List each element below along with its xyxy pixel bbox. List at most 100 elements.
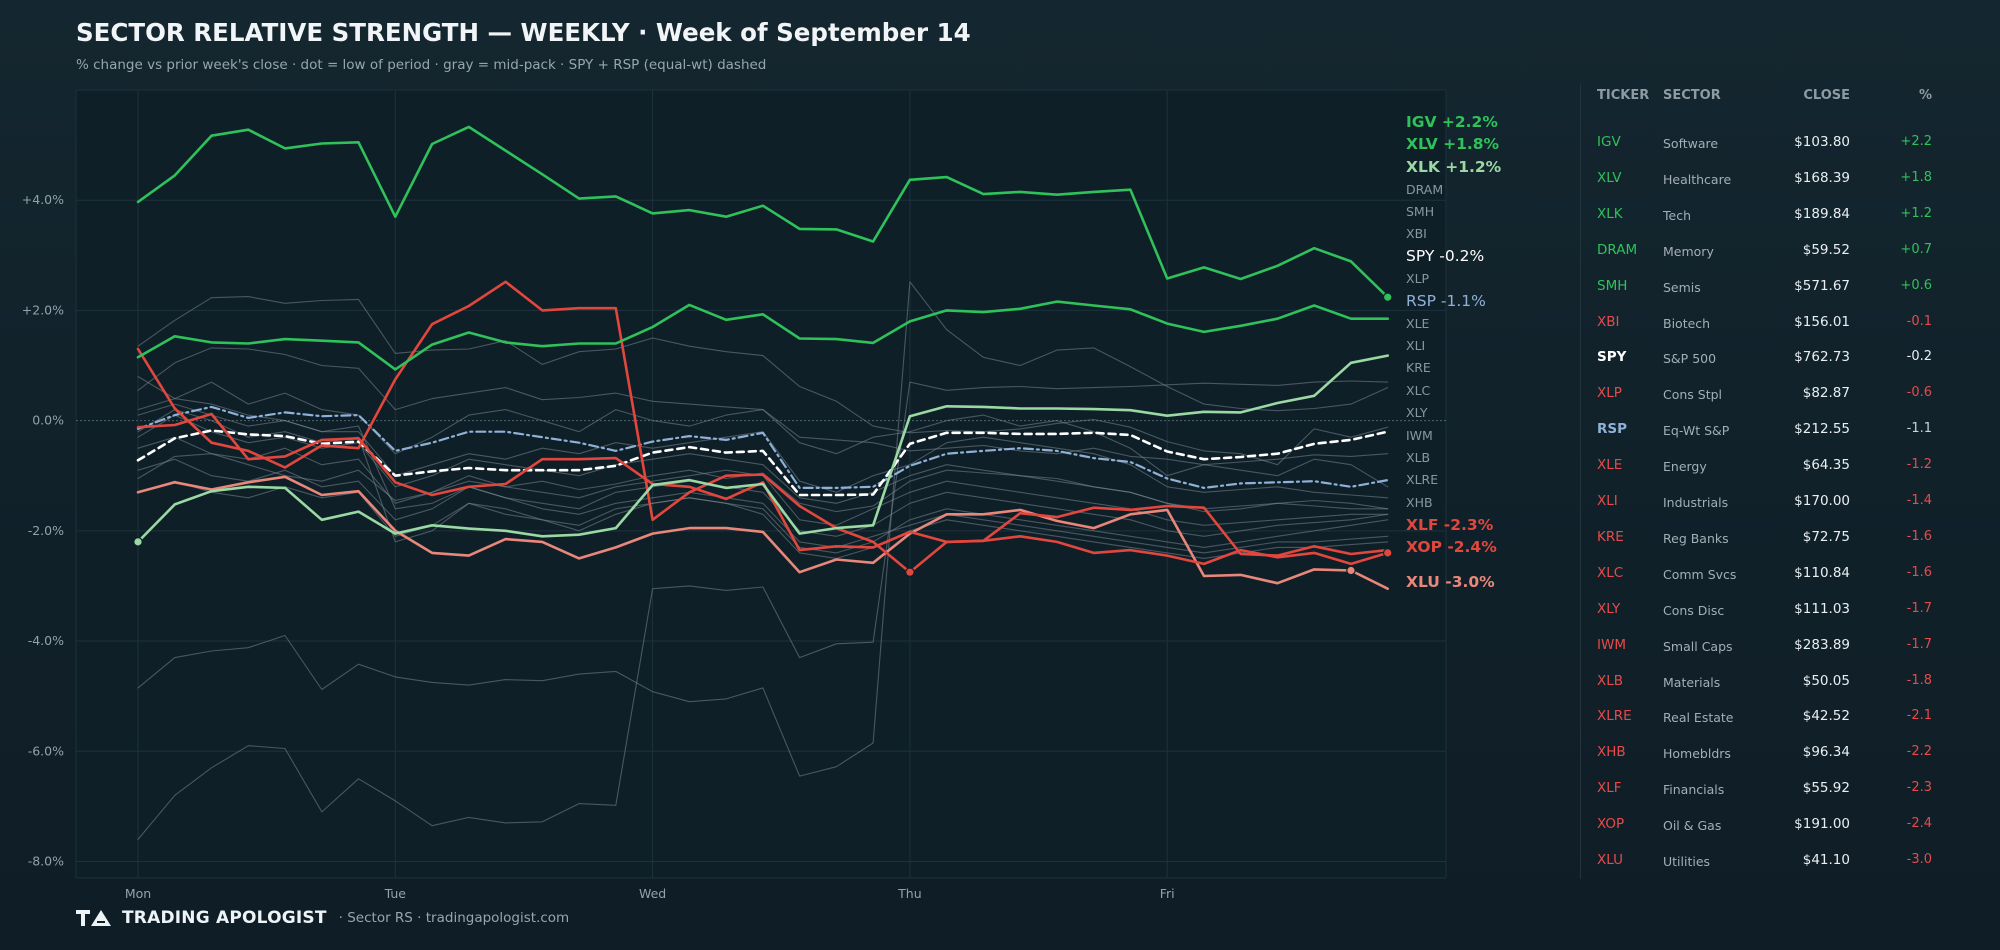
ticker-cell: XLV bbox=[1597, 169, 1622, 186]
sector-cell: Small Caps bbox=[1663, 638, 1733, 654]
table-row: XBI Biotech $156.01 -0.1 bbox=[1580, 314, 1940, 334]
page-title: SECTOR RELATIVE STRENGTH — WEEKLY · Week… bbox=[76, 18, 971, 47]
table-row: IGV Software $103.80 +2.2 bbox=[1580, 134, 1940, 154]
sector-cell: Comm Svcs bbox=[1663, 566, 1737, 582]
pct-cell: -1.7 bbox=[1906, 600, 1932, 616]
table-row: XLB Materials $50.05 -1.8 bbox=[1580, 673, 1940, 693]
series-lines bbox=[136, 125, 1389, 840]
y-tick-label: -4.0% bbox=[28, 633, 64, 648]
sector-cell: Industrials bbox=[1663, 495, 1729, 510]
series-line-xlc bbox=[137, 414, 1389, 510]
pct-cell: -1.8 bbox=[1906, 672, 1932, 688]
ticker-cell: XLRE bbox=[1597, 708, 1632, 725]
ticker-cell: XLC bbox=[1597, 564, 1624, 581]
x-tick-label: Mon bbox=[125, 886, 151, 901]
pct-cell: -0.2 bbox=[1906, 349, 1932, 365]
pct-cell: +0.7 bbox=[1900, 241, 1932, 257]
table-row: XLC Comm Svcs $110.84 -1.6 bbox=[1580, 565, 1940, 585]
series-label-smh: SMH bbox=[1406, 204, 1434, 219]
table-row: XLV Healthcare $168.39 +1.8 bbox=[1580, 170, 1940, 190]
ticker-cell: DRAM bbox=[1597, 241, 1638, 258]
sector-cell: Energy bbox=[1663, 459, 1707, 475]
series-label-spy: SPY -0.2% bbox=[1406, 247, 1484, 265]
x-tick-label: Thu bbox=[897, 886, 921, 901]
series-label-xop: XOP -2.4% bbox=[1406, 538, 1497, 556]
close-cell: $571.67 bbox=[1794, 277, 1850, 294]
table-row: DRAM Memory $59.52 +0.7 bbox=[1580, 242, 1940, 262]
ticker-cell: XLE bbox=[1597, 457, 1623, 474]
pct-cell: -2.2 bbox=[1906, 744, 1932, 760]
series-line-igv bbox=[136, 125, 1389, 299]
close-cell: $55.92 bbox=[1802, 780, 1850, 797]
y-axis-ticks: +4.0% +2.0% 0.0% -2.0% -4.0% -6.0% -8.0% bbox=[22, 192, 64, 868]
header-pct: % bbox=[1918, 88, 1932, 103]
footer-info: · Sector RS · tradingapologist.com bbox=[338, 910, 570, 926]
close-cell: $103.80 bbox=[1794, 134, 1850, 150]
y-tick-label: +2.0% bbox=[22, 302, 64, 317]
table-row: RSP Eq-Wt S&P $212.55 -1.1 bbox=[1580, 421, 1940, 441]
series-line-spy bbox=[136, 429, 1389, 497]
close-cell: $59.52 bbox=[1802, 241, 1850, 258]
sector-cell: Materials bbox=[1663, 674, 1721, 690]
table-row: XLI Industrials $170.00 -1.4 bbox=[1580, 493, 1940, 513]
series-label-xlre: XLRE bbox=[1406, 472, 1438, 487]
pct-cell: -1.4 bbox=[1906, 493, 1932, 508]
series-label-xhb: XHB bbox=[1406, 495, 1433, 510]
y-tick-label: -6.0% bbox=[28, 743, 64, 758]
pct-cell: -1.1 bbox=[1906, 421, 1932, 437]
close-cell: $41.10 bbox=[1802, 852, 1850, 868]
ticker-cell: XLP bbox=[1597, 385, 1622, 402]
y-tick-label: -2.0% bbox=[28, 523, 64, 538]
series-line-xlu bbox=[136, 475, 1389, 591]
close-cell: $170.00 bbox=[1794, 493, 1850, 509]
series-line-xlf bbox=[136, 412, 1389, 566]
sector-cell: Software bbox=[1663, 136, 1719, 151]
series-end-labels: IGV +2.2% XLV +1.8% XLK +1.2% DRAM SMH XBI SPY… bbox=[1406, 113, 1502, 591]
ticker-cell: XLY bbox=[1597, 600, 1621, 617]
close-cell: $156.01 bbox=[1794, 313, 1850, 330]
series-line-xlv bbox=[136, 300, 1389, 371]
table-row: XHB Homebldrs $96.34 -2.2 bbox=[1580, 744, 1940, 764]
series-label-xlp: XLP bbox=[1406, 271, 1430, 286]
series-marker-xlk bbox=[133, 537, 143, 547]
y-tick-label: +4.0% bbox=[22, 192, 64, 207]
close-cell: $82.87 bbox=[1802, 385, 1850, 402]
ticker-cell: XOP bbox=[1597, 816, 1625, 833]
close-cell: $191.00 bbox=[1794, 816, 1850, 833]
pct-cell: +0.6 bbox=[1900, 277, 1932, 293]
close-cell: $42.52 bbox=[1802, 708, 1850, 725]
series-line-xlre bbox=[137, 403, 1389, 554]
pct-cell: -1.2 bbox=[1906, 457, 1932, 473]
series-line-rsp bbox=[136, 405, 1389, 489]
ticker-cell: XLU bbox=[1597, 852, 1623, 868]
close-cell: $96.34 bbox=[1802, 744, 1850, 761]
close-cell: $72.75 bbox=[1802, 528, 1850, 545]
ticker-cell: XLF bbox=[1597, 780, 1622, 797]
ticker-cell: XBI bbox=[1597, 313, 1620, 330]
close-cell: $283.89 bbox=[1794, 636, 1850, 653]
sector-cell: Homebldrs bbox=[1663, 746, 1731, 762]
header-sector: SECTOR bbox=[1663, 88, 1721, 103]
series-label-xli: XLI bbox=[1406, 338, 1425, 353]
ticker-cell: IWM bbox=[1597, 636, 1626, 653]
series-line-xop bbox=[136, 280, 1389, 574]
pct-cell: -2.1 bbox=[1906, 708, 1932, 724]
table-row: XLF Financials $55.92 -2.3 bbox=[1580, 780, 1940, 800]
series-line-xbi bbox=[137, 296, 1389, 466]
series-label-xlf: XLF -2.3% bbox=[1406, 516, 1494, 534]
sector-cell: Oil & Gas bbox=[1663, 818, 1722, 834]
sector-cell: Cons Disc bbox=[1663, 602, 1725, 618]
close-cell: $168.39 bbox=[1794, 169, 1850, 186]
series-label-xlc: XLC bbox=[1406, 383, 1431, 398]
close-cell: $50.05 bbox=[1802, 672, 1850, 689]
pct-cell: -0.1 bbox=[1906, 313, 1932, 329]
series-marker-xlu bbox=[1346, 565, 1356, 576]
table-row: XLRE Real Estate $42.52 -2.1 bbox=[1580, 708, 1940, 728]
sector-cell: Healthcare bbox=[1663, 171, 1732, 187]
close-cell: $762.73 bbox=[1794, 349, 1850, 366]
pct-cell: +2.2 bbox=[1900, 134, 1932, 149]
table-row: SMH Semis $571.67 +0.6 bbox=[1580, 278, 1940, 298]
pct-cell: +1.2 bbox=[1900, 205, 1932, 221]
sector-cell: S&P 500 bbox=[1663, 351, 1717, 367]
